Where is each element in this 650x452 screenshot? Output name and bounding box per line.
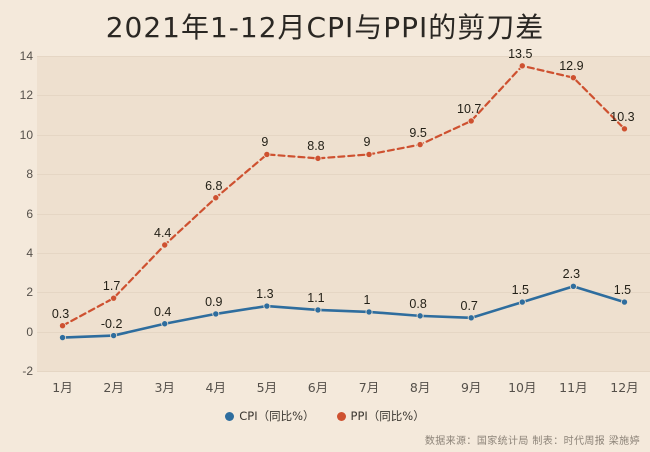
y-axis-tick-label: 8	[26, 167, 33, 182]
data-point	[365, 308, 373, 316]
data-point	[161, 320, 169, 328]
y-axis: -2 0 2 4 6 8 10 12 14	[0, 49, 33, 378]
data-point	[59, 334, 67, 342]
legend-marker-dot-icon	[225, 411, 235, 421]
x-axis-tick-label: 4月	[205, 380, 227, 395]
chart-legend: CPI（同比%） PPI（同比%）	[0, 408, 650, 424]
data-point	[314, 306, 322, 314]
data-point	[569, 282, 577, 290]
data-point-label: 2.3	[562, 267, 581, 282]
chart-title: 2021年1-12月CPI与PPI的剪刀差	[105, 11, 545, 44]
data-point-label: 10.3	[610, 109, 635, 124]
data-point	[467, 314, 475, 322]
y-axis-tick-label: 6	[26, 206, 33, 221]
data-point	[59, 322, 67, 330]
y-axis-tick-label: 12	[19, 88, 33, 103]
y-axis-tick-label: 2	[26, 285, 33, 300]
data-point-label: 12.9	[559, 58, 584, 73]
data-point-label: 1.1	[307, 290, 325, 305]
data-point-label: 9	[363, 135, 371, 150]
data-point	[314, 154, 322, 162]
gridline	[37, 292, 650, 294]
data-point-label: 0.8	[409, 296, 427, 311]
x-axis-tick-label: 7月	[358, 380, 380, 395]
data-point-label: 8.8	[307, 139, 325, 154]
y-axis-tick-label: 4	[26, 245, 33, 260]
y-axis-tick-label: 0	[26, 324, 33, 339]
data-point-label: -0.2	[100, 316, 123, 331]
legend-label: PPI（同比%）	[350, 409, 425, 423]
legend-item[interactable]: CPI（同比%）	[225, 408, 315, 424]
data-point	[467, 117, 475, 125]
data-point-label: 13.5	[508, 46, 533, 61]
x-axis-tick-label: 6月	[307, 380, 329, 395]
gridline	[37, 252, 650, 254]
data-point-label: 9	[261, 135, 269, 150]
data-point	[110, 294, 118, 302]
legend-item[interactable]: PPI（同比%）	[336, 408, 425, 424]
gridline	[37, 56, 650, 57]
data-point	[365, 150, 373, 158]
data-point	[416, 141, 424, 149]
y-axis-tick-label: 14	[19, 49, 33, 63]
series-line-ppi	[61, 64, 626, 327]
x-axis-tick-label: 12月	[610, 380, 639, 395]
x-axis-tick-label: 1月	[52, 380, 73, 395]
data-point-label: 4.4	[154, 226, 172, 240]
gridline	[37, 331, 650, 333]
gridline	[37, 174, 650, 176]
x-axis-tick-label: 3月	[154, 380, 175, 395]
data-point-label: 1.5	[613, 283, 632, 298]
data-point-label: 1.3	[256, 287, 274, 302]
data-point-label: 10.7	[457, 101, 482, 116]
data-point-label: 1	[363, 292, 371, 307]
data-point	[518, 298, 526, 306]
series-line-cpi	[61, 285, 626, 339]
gridline	[37, 213, 650, 215]
legend-label: CPI（同比%）	[239, 409, 315, 423]
x-axis-tick-label: 5月	[256, 380, 278, 395]
data-point-label: 0.3	[51, 306, 70, 321]
plot-area: -0.2 0.4 0.9 1.3 1.1 1 0.8 0.7 1.5 2.3 1.5 0.3 1.7 4.…	[37, 47, 650, 372]
data-point-label: 9.5	[409, 125, 427, 140]
data-point	[620, 125, 628, 133]
source-credit: 数据来源：国家统计局 制表：时代周报 梁施婷	[424, 436, 640, 447]
data-point	[569, 74, 577, 82]
data-point	[416, 312, 424, 320]
data-point-label: 0.7	[460, 298, 478, 313]
gridline	[37, 134, 650, 136]
data-point	[161, 241, 169, 249]
x-axis: 1月 2月 3月 4月 5月 6月 7月 8月 9月 10月 11月 12月	[37, 374, 650, 400]
x-axis-tick-label: 8月	[409, 380, 431, 395]
y-axis-tick-label: 10	[19, 127, 33, 142]
legend-marker-dot-icon	[336, 411, 346, 421]
data-point-label: 6.8	[205, 178, 223, 193]
data-point	[212, 310, 220, 318]
x-axis-tick-label: 9月	[460, 380, 482, 395]
data-point	[212, 194, 220, 202]
gridline	[37, 371, 650, 372]
x-axis-tick-label: 2月	[103, 380, 124, 395]
data-point-label: 0.4	[154, 304, 172, 319]
data-point	[518, 62, 526, 70]
gridline	[37, 95, 650, 97]
data-point	[110, 332, 118, 340]
x-axis-tick-label: 10月	[508, 380, 537, 395]
data-point-label: 1.7	[102, 279, 121, 294]
data-point-label: 1.5	[511, 283, 529, 298]
x-axis-tick-label: 11月	[559, 380, 588, 395]
data-point-label: 0.9	[205, 294, 223, 309]
y-axis-tick-label: -2	[22, 364, 33, 378]
data-point	[263, 150, 271, 158]
data-point	[620, 298, 628, 306]
data-point	[263, 302, 271, 310]
series-svg	[59, 62, 628, 342]
